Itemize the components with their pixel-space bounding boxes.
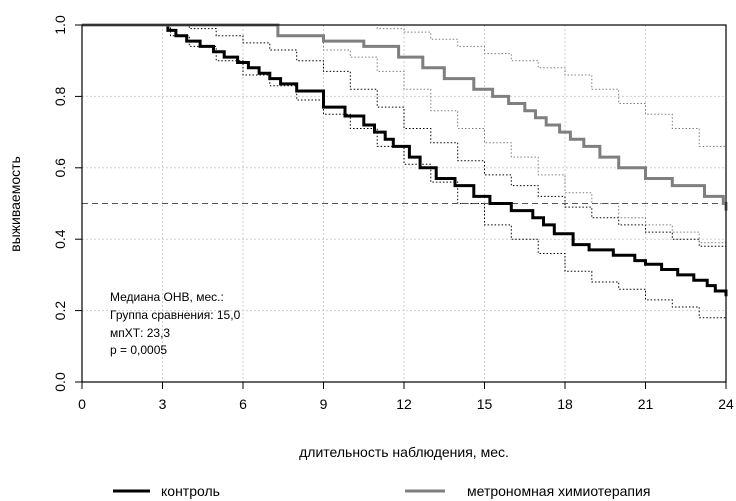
legend: контроль метрономная химиотерапия bbox=[113, 483, 650, 499]
x-tick-label: 6 bbox=[239, 396, 247, 412]
legend-label-metronomic: метрономная химиотерапия bbox=[467, 483, 650, 499]
ci-band-upper bbox=[82, 24, 727, 254]
y-tick-label: 1.0 bbox=[52, 15, 68, 35]
x-tick-label: 9 bbox=[320, 396, 328, 412]
curve-metronomic bbox=[82, 23, 728, 211]
y-tick-label: 0.8 bbox=[52, 86, 68, 106]
curve-control bbox=[82, 23, 728, 297]
x-tick-label: 18 bbox=[557, 396, 573, 412]
y-tick-label: 0.2 bbox=[52, 301, 68, 321]
y-tick-label: 0.4 bbox=[52, 229, 68, 249]
x-tick-label: 15 bbox=[477, 396, 493, 412]
confidence-bands bbox=[82, 24, 727, 325]
x-tick-label: 3 bbox=[159, 396, 167, 412]
annotation-line: p = 0,0005 bbox=[110, 343, 167, 357]
x-tick-label: 24 bbox=[718, 396, 734, 412]
x-tick-label: 0 bbox=[78, 396, 86, 412]
y-tick-label: 0.6 bbox=[52, 158, 68, 178]
x-axis-label: длительность наблюдения, мес. bbox=[299, 444, 509, 460]
survival-curves bbox=[82, 23, 728, 297]
ci-band-lower bbox=[82, 24, 727, 250]
annotation-line: Медиана ОНВ, мес.: bbox=[110, 290, 224, 304]
median-annotation: Медиана ОНВ, мес.: Группа сравнения: 15,… bbox=[110, 290, 241, 357]
annotation-line: Группа сравнения: 15,0 bbox=[110, 308, 241, 322]
x-tick-label: 12 bbox=[396, 396, 412, 412]
axes: 0 3 6 9 12 15 18 21 24 0.0 0.2 0.4 0.6 0.8 1.0 bbox=[52, 15, 734, 412]
legend-label-control: контроль bbox=[161, 483, 220, 499]
y-axis-label: выживаемость bbox=[7, 156, 23, 252]
annotation-line: мпХТ: 23,3 bbox=[110, 326, 170, 340]
x-tick-label: 21 bbox=[638, 396, 654, 412]
y-tick-label: 0.0 bbox=[52, 372, 68, 392]
